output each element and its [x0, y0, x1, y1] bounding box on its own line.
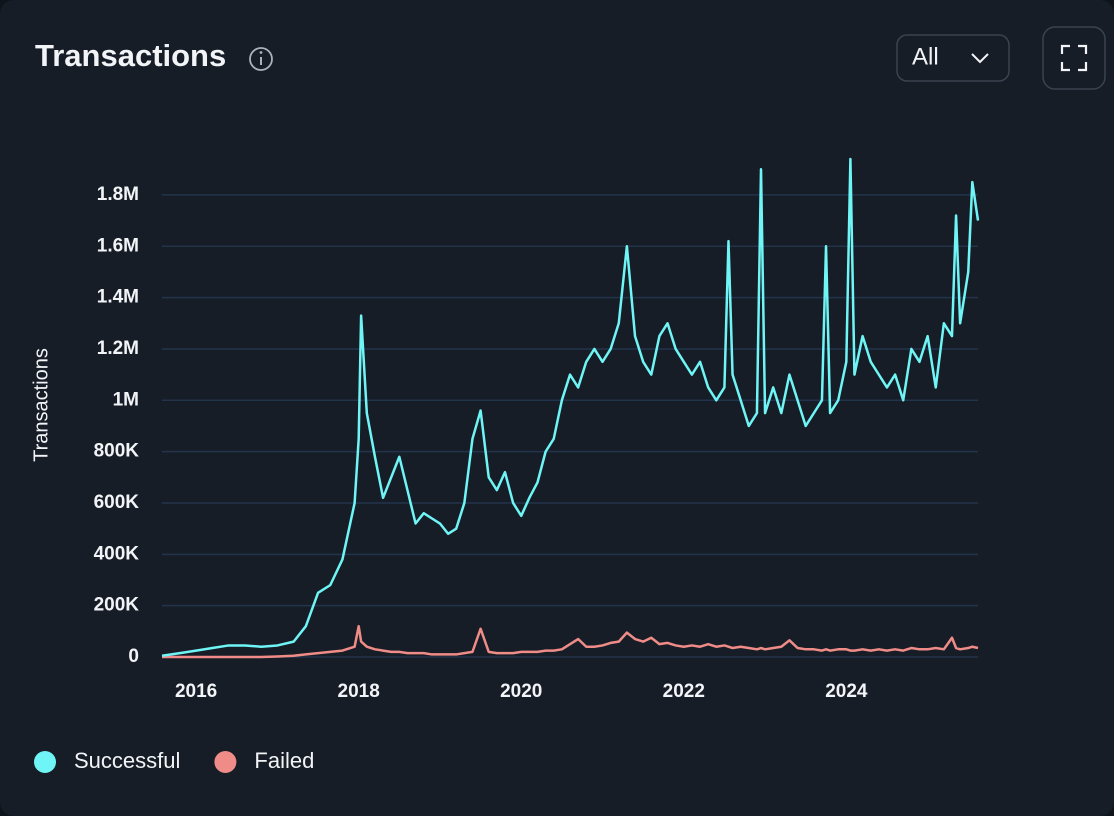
y-tick-label: 1.8M — [97, 184, 139, 205]
legend-label: Successful — [74, 748, 180, 773]
x-tick-label: 2024 — [825, 681, 868, 702]
y-tick-label: 1.6M — [97, 235, 139, 256]
legend-label: Failed — [254, 748, 314, 773]
dropdown-label: All — [912, 43, 939, 70]
series-line — [162, 624, 979, 659]
x-tick-label: 2022 — [663, 681, 705, 702]
y-tick-label: 800K — [94, 441, 140, 462]
x-tick-label: 2018 — [338, 681, 380, 702]
y-tick-label: 1.4M — [97, 287, 139, 308]
x-tick-label: 2016 — [175, 681, 217, 702]
y-tick-label: 1M — [113, 389, 139, 410]
x-tick-label: 2020 — [500, 681, 542, 702]
range-dropdown[interactable]: All — [896, 34, 1010, 82]
legend-swatch — [214, 751, 237, 773]
plot-area: 0 200K 400K 600K 800K 1M 1.2M 1.4M 1.6M 1.8M 2016 2… — [94, 157, 980, 702]
series-line — [161, 157, 980, 657]
info-icon[interactable] — [249, 47, 273, 71]
y-axis-title: Transactions — [30, 348, 52, 462]
legend: Successful Failed — [34, 748, 314, 773]
y-tick-label: 400K — [94, 543, 140, 564]
y-tick-label: 1.2M — [97, 338, 139, 359]
legend-swatch — [34, 751, 56, 773]
y-tick-label: 200K — [94, 595, 140, 616]
y-tick-label: 600K — [94, 492, 140, 513]
fullscreen-button[interactable] — [1042, 26, 1106, 90]
chart-title: Transactions — [35, 38, 226, 73]
y-tick-label: 0 — [128, 646, 139, 667]
